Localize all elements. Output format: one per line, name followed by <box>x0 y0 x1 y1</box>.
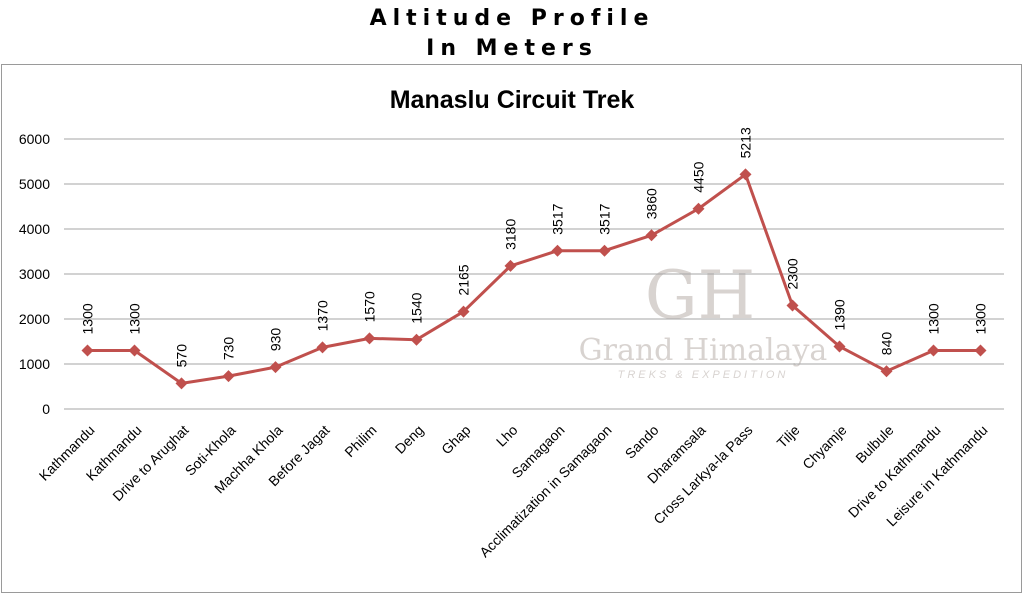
gridlines <box>64 138 1004 410</box>
header-line-2: In Meters <box>426 36 598 61</box>
data-label: 3860 <box>644 188 660 219</box>
data-label: 730 <box>221 337 237 361</box>
series-line <box>87 172 981 385</box>
y-tick-label: 4000 <box>19 221 50 237</box>
x-tick-label: Deng <box>392 422 427 457</box>
data-label: 1300 <box>127 303 143 334</box>
data-point-marker <box>504 259 517 272</box>
data-point-marker <box>833 340 846 353</box>
data-label: 2165 <box>456 264 472 295</box>
data-label: 3517 <box>597 203 613 234</box>
y-tick-label: 6000 <box>19 131 50 147</box>
data-point-marker <box>457 305 470 318</box>
x-tick-label: Chyamje <box>799 422 850 473</box>
data-point-marker <box>927 344 940 357</box>
data-label: 3180 <box>503 219 519 250</box>
data-point-marker <box>81 344 94 357</box>
chart-header: Altitude Profile In Meters <box>0 4 1024 64</box>
data-labels: 1300 1300 570 730 930 1370 1570 1540 2165 3180 351… <box>80 127 989 367</box>
data-label: 1390 <box>832 299 848 330</box>
data-point-marker <box>269 361 282 374</box>
y-tick-label: 5000 <box>19 176 50 192</box>
header-line-1: Altitude Profile <box>369 6 655 31</box>
data-point-marker <box>974 344 987 357</box>
data-point-marker <box>598 244 611 257</box>
chart-frame <box>1 64 1022 593</box>
x-tick-label: Ghap <box>438 422 474 458</box>
data-label: 2300 <box>785 258 801 289</box>
y-tick-label: 1000 <box>19 356 50 372</box>
data-label: 5213 <box>738 127 754 158</box>
data-point-marker <box>692 202 705 215</box>
data-point-marker <box>363 332 376 345</box>
chart-title: Manaslu Circuit Trek <box>390 86 635 114</box>
x-tick-label: Bulbule <box>852 422 896 466</box>
watermark-name: Grand Himalaya <box>579 333 828 368</box>
x-tick-label: Sando <box>622 422 662 462</box>
data-label: 3517 <box>550 203 566 234</box>
data-point-marker <box>175 377 188 390</box>
y-axis-ticks: 0 1000 2000 3000 4000 5000 6000 <box>19 131 50 417</box>
data-point-marker <box>410 333 423 346</box>
data-label: 570 <box>174 344 190 368</box>
watermark-tagline: TREKS & EXPEDITION <box>618 369 789 381</box>
data-label: 1300 <box>973 303 989 334</box>
data-label: 4450 <box>691 161 707 192</box>
watermark-logo: GH Grand Himalaya TREKS & EXPEDITION <box>579 257 828 381</box>
data-point-marker <box>316 341 329 354</box>
data-point-marker <box>128 344 141 357</box>
y-tick-label: 0 <box>42 401 50 417</box>
data-label: 1370 <box>315 300 331 331</box>
data-point-marker <box>222 370 235 383</box>
x-tick-label: Tilje <box>774 422 803 451</box>
data-label: 1570 <box>362 291 378 322</box>
data-point-marker <box>739 168 752 181</box>
data-label: 930 <box>268 328 284 352</box>
y-tick-label: 2000 <box>19 311 50 327</box>
data-label: 1540 <box>409 292 425 323</box>
data-label: 1300 <box>926 303 942 334</box>
data-label: 1300 <box>80 303 96 334</box>
series-altitude <box>81 168 987 390</box>
y-tick-label: 3000 <box>19 266 50 282</box>
data-label: 840 <box>879 332 895 356</box>
x-tick-label: Philim <box>341 422 379 460</box>
data-point-marker <box>645 229 658 242</box>
data-point-marker <box>880 365 893 378</box>
data-point-marker <box>551 244 564 257</box>
watermark-monogram: GH <box>645 257 755 334</box>
x-tick-label: Lho <box>493 422 521 450</box>
data-point-marker <box>786 299 799 312</box>
